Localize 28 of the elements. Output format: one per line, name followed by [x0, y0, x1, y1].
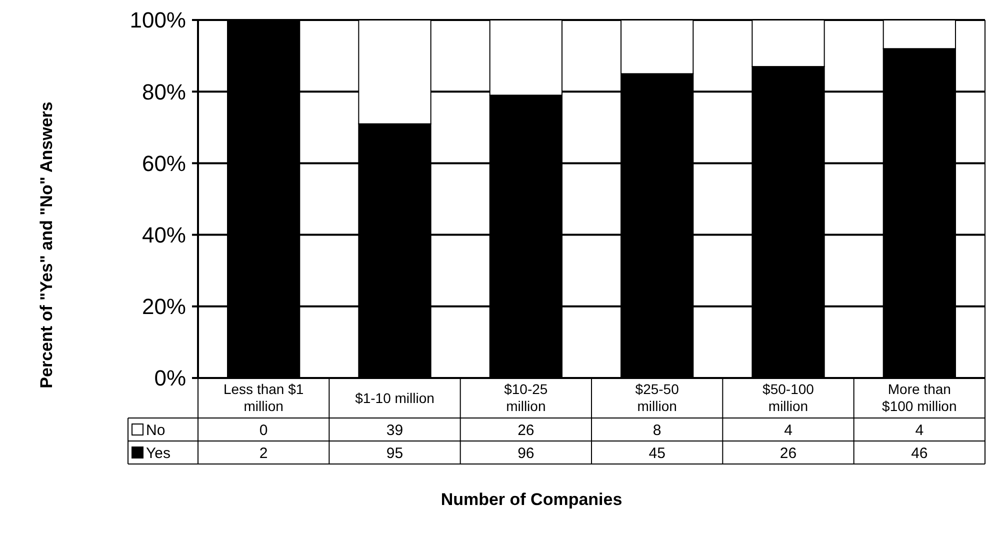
y-tick-label: 40%	[142, 222, 186, 248]
text: 0	[259, 422, 268, 439]
x-axis-title: Number of Companies	[440, 490, 622, 509]
x-tick-label: Less than $1 million	[223, 380, 304, 414]
text: 46	[911, 444, 928, 462]
y-tick-label: 0%	[154, 366, 186, 391]
text: 4	[915, 422, 924, 439]
text: 4	[784, 422, 792, 439]
x-tick-label: More than $100 million	[882, 380, 957, 414]
text: 95	[386, 444, 404, 462]
legend-label: Yes	[146, 444, 170, 462]
text: 2	[259, 444, 268, 462]
text: 96	[518, 444, 534, 462]
text: 26	[518, 422, 534, 439]
y-tick-label: 80%	[142, 79, 186, 104]
text: 8	[652, 422, 662, 439]
y-tick-label: 60%	[142, 150, 186, 176]
y-tick-label: 100%	[130, 8, 186, 33]
text: 39	[386, 422, 404, 439]
y-axis-title: Percent of "Yes" and "No" Answers	[37, 102, 56, 388]
text: 45	[648, 444, 666, 462]
x-tick-label: $50-100 million	[762, 380, 814, 414]
y-tick-label: 20%	[142, 294, 186, 320]
x-tick-label: $10-25 million	[504, 380, 548, 414]
x-tick-label: $25-50 million	[635, 380, 680, 414]
x-tick-label: $1-10 million	[355, 390, 434, 406]
text: 26	[780, 444, 797, 462]
legend-label: No	[146, 422, 166, 439]
